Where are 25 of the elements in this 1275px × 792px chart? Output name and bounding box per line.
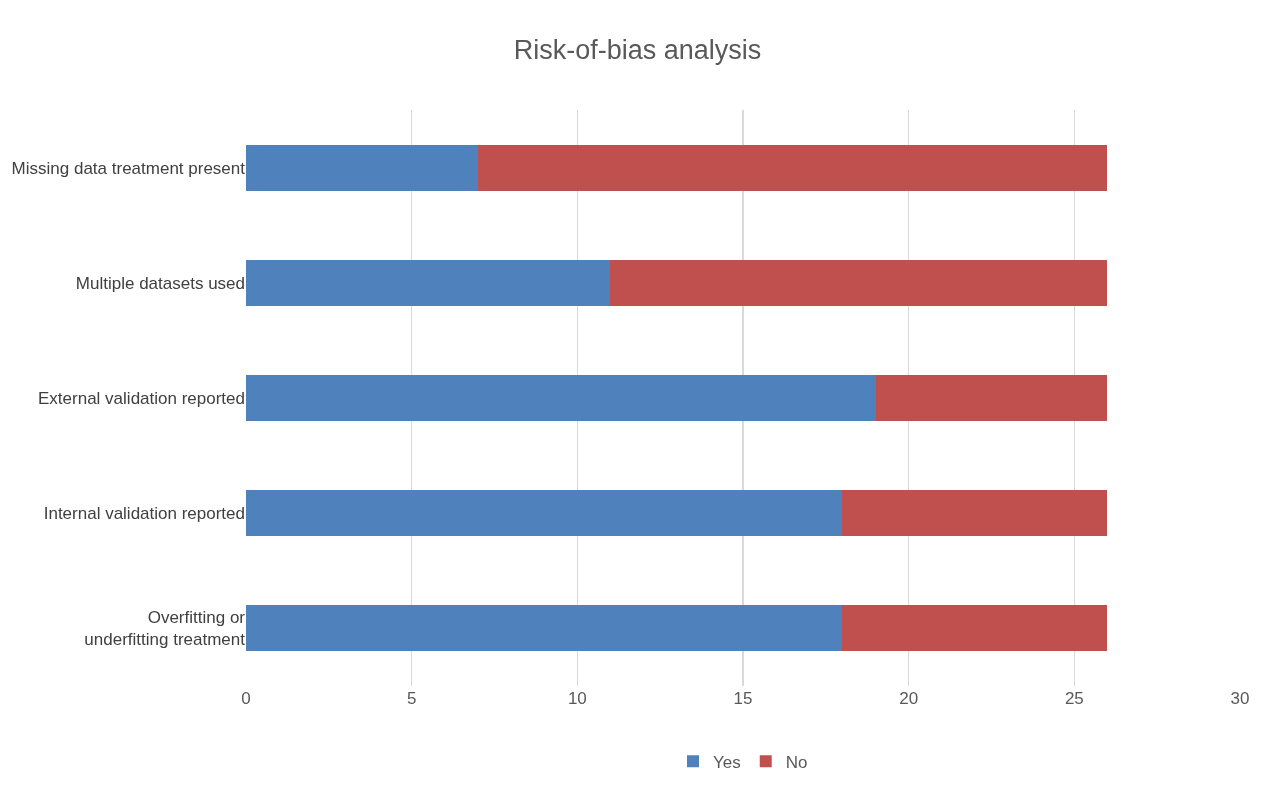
chart-title: Risk-of-bias analysis	[513, 34, 762, 65]
y-tick-label: Internal validation reported	[43, 504, 245, 524]
y-tick-label: Overfitting or underfitting treatment	[84, 608, 246, 650]
bar	[477, 144, 1108, 191]
x-tick-label: 0	[241, 689, 251, 708]
legend-label: No	[785, 752, 808, 772]
legend-label: Yes	[713, 752, 741, 772]
x-tick-label: 5	[406, 689, 417, 708]
bar	[246, 605, 843, 652]
bar	[246, 144, 478, 191]
x-tick-label: 20	[899, 689, 919, 708]
bar	[246, 259, 611, 306]
x-tick-label: 15	[733, 689, 753, 708]
y-tick-label: External validation reported	[38, 388, 245, 408]
bar	[875, 374, 1108, 422]
y-tick-label: Multiple datasets used	[75, 273, 245, 293]
bar	[246, 374, 876, 422]
x-tick-label: 10	[567, 689, 587, 708]
y-tick-label: Missing data treatment present	[11, 158, 246, 178]
bar	[842, 490, 1108, 537]
bar	[842, 605, 1108, 652]
x-tick-label: 25	[1064, 689, 1084, 708]
x-tick-label: 30	[1230, 689, 1250, 708]
bar	[610, 259, 1108, 306]
bar	[246, 490, 843, 537]
